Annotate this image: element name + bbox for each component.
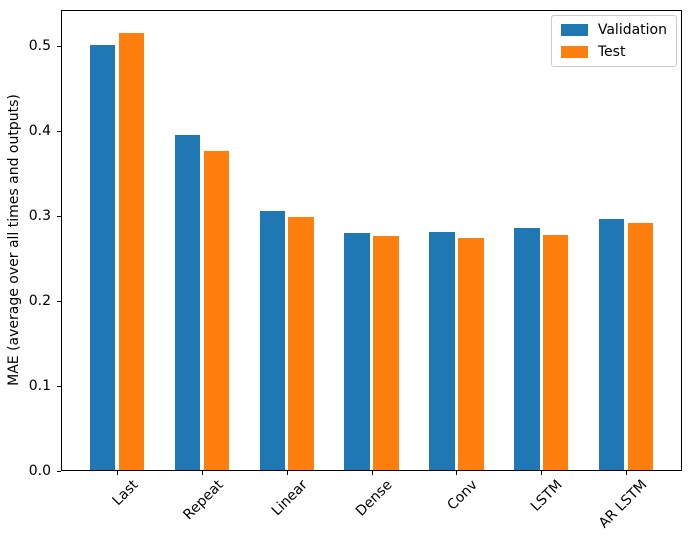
x-tick-label-ar-lstm: AR LSTM: [595, 477, 651, 532]
y-tick-label-0-1: 0.1: [28, 378, 51, 394]
bar-validation-repeat: [174, 134, 201, 470]
legend-label-test: Test: [597, 44, 626, 60]
x-tick-mark-dense: [372, 471, 373, 475]
bar-test-dense: [373, 236, 399, 470]
x-tick-label-conv: Conv: [444, 477, 481, 514]
x-tick-label-repeat: Repeat: [179, 477, 227, 524]
x-tick-label-last: Last: [109, 477, 142, 509]
legend-label-validation: Validation: [597, 22, 667, 38]
test-swatch-icon: [560, 46, 588, 58]
y-tick-label-0-3: 0.3: [28, 208, 51, 224]
y-tick-mark-0-2: [57, 301, 61, 302]
bar-validation-lstm: [514, 227, 540, 470]
x-tick-mark-lstm: [541, 471, 542, 475]
y-tick-mark-0-4: [57, 131, 61, 132]
bar-validation-ar-lstm: [598, 218, 625, 470]
legend: Validation Test: [550, 15, 677, 67]
x-tick-mark-conv: [456, 471, 457, 475]
bar-test-last: [118, 33, 145, 470]
x-tick-label-linear: Linear: [268, 477, 311, 520]
y-tick-label-0-2: 0.2: [28, 293, 51, 309]
x-tick-label-dense: Dense: [353, 477, 396, 520]
y-tick-label-0-0: 0.0: [28, 463, 51, 479]
bar-test-linear: [288, 216, 314, 470]
bar-test-conv: [458, 238, 484, 470]
validation-swatch-icon: [560, 24, 588, 36]
y-tick-mark-0-1: [57, 386, 61, 387]
bar-validation-dense: [344, 232, 370, 470]
bar-validation-last: [89, 44, 116, 470]
bar-test-repeat: [203, 150, 230, 470]
bar-test-lstm: [542, 235, 569, 470]
legend-item-test: Test: [560, 44, 667, 60]
plot-area: Validation Test: [61, 10, 682, 471]
x-tick-mark-ar-lstm: [626, 471, 627, 475]
y-tick-label-0-4: 0.4: [28, 123, 51, 139]
x-tick-mark-repeat: [202, 471, 203, 475]
y-tick-mark-0-5: [57, 46, 61, 47]
y-tick-label-0-5: 0.5: [28, 38, 51, 54]
x-tick-label-lstm: LSTM: [527, 477, 566, 515]
bar-test-ar-lstm: [627, 222, 654, 470]
bar-validation-conv: [429, 232, 455, 470]
y-tick-mark-0-3: [57, 216, 61, 217]
bar-validation-linear: [259, 210, 286, 470]
legend-item-validation: Validation: [560, 22, 667, 38]
y-tick-mark-0-0: [57, 471, 61, 472]
x-tick-mark-last: [117, 471, 118, 475]
x-tick-mark-linear: [287, 471, 288, 475]
